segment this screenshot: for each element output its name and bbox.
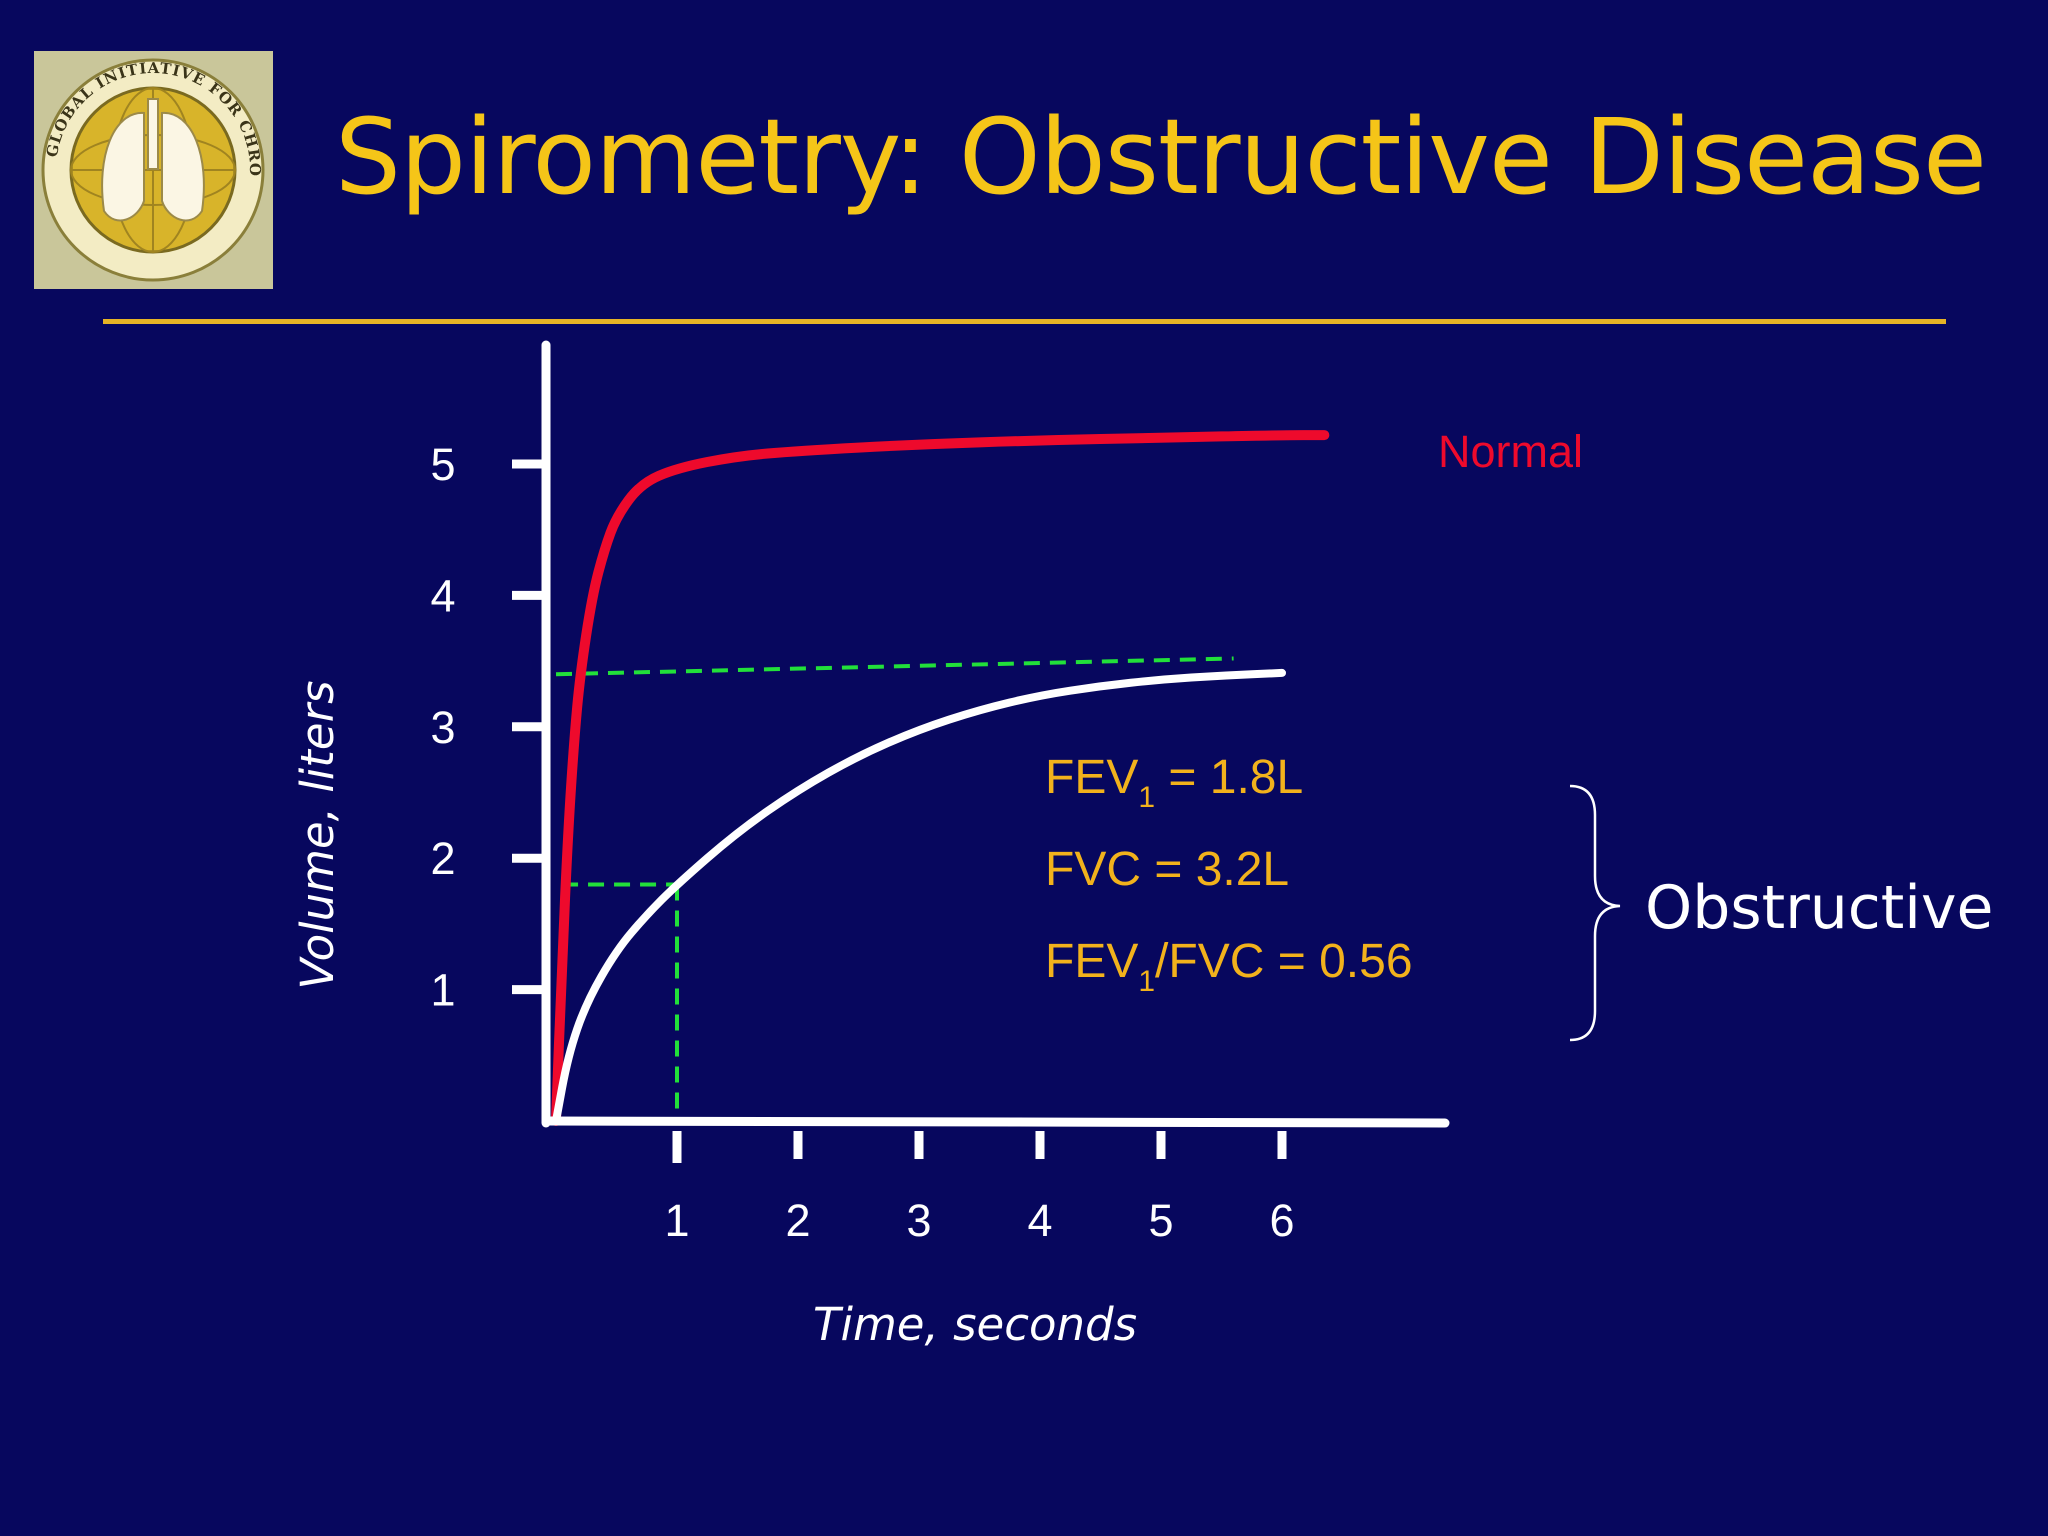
y-tick-label: 5 [430, 439, 455, 490]
ratio-annotation: FEV1/FVC = 0.56 [1045, 935, 1413, 998]
fvc-annotation: FVC = 3.2L [1045, 843, 1289, 896]
y-tick-label: 4 [430, 570, 455, 621]
guide-line [555, 656, 1234, 677]
obstructive-label: Obstructive [1645, 873, 1993, 943]
series-label-normal: Normal [1438, 426, 1583, 477]
axes [541, 340, 1450, 1128]
y-axis-title: Volume, liters [291, 680, 344, 989]
x-tick-label: 3 [906, 1195, 931, 1246]
curves [551, 430, 1330, 1126]
y-tick-label: 2 [430, 833, 455, 884]
fev1-annotation: FEV1 = 1.8L [1045, 751, 1303, 814]
y-tick-label: 1 [430, 965, 455, 1016]
x-tick-label: 4 [1027, 1195, 1052, 1246]
gold-logo: GLOBAL INITIATIVE FOR CHRONIC OBSTRUCTIV… [26, 37, 273, 289]
x-tick-label: 6 [1269, 1195, 1294, 1246]
x-tick-label: 1 [664, 1195, 689, 1246]
title-divider [103, 319, 1946, 324]
y-tick-label: 3 [430, 702, 455, 753]
curly-brace [1569, 784, 1621, 1042]
series-line-obstructive [552, 668, 1286, 1125]
slide-title: Spirometry: Obstructive Disease [335, 96, 1987, 218]
x-tick-label: 5 [1148, 1195, 1173, 1246]
lungs-globe-logo-icon: GLOBAL INITIATIVE FOR CHRONIC OBSTRUCTIV… [26, 37, 265, 282]
ticks: 1 2 3 4 5 1 2 3 4 5 6 [430, 439, 1294, 1246]
series-line-normal [551, 430, 1330, 1126]
x-axis [541, 1116, 1450, 1128]
x-axis-title: Time, seconds [813, 1298, 1137, 1351]
x-tick-label: 2 [785, 1195, 810, 1246]
guide-lines [555, 656, 1234, 1121]
